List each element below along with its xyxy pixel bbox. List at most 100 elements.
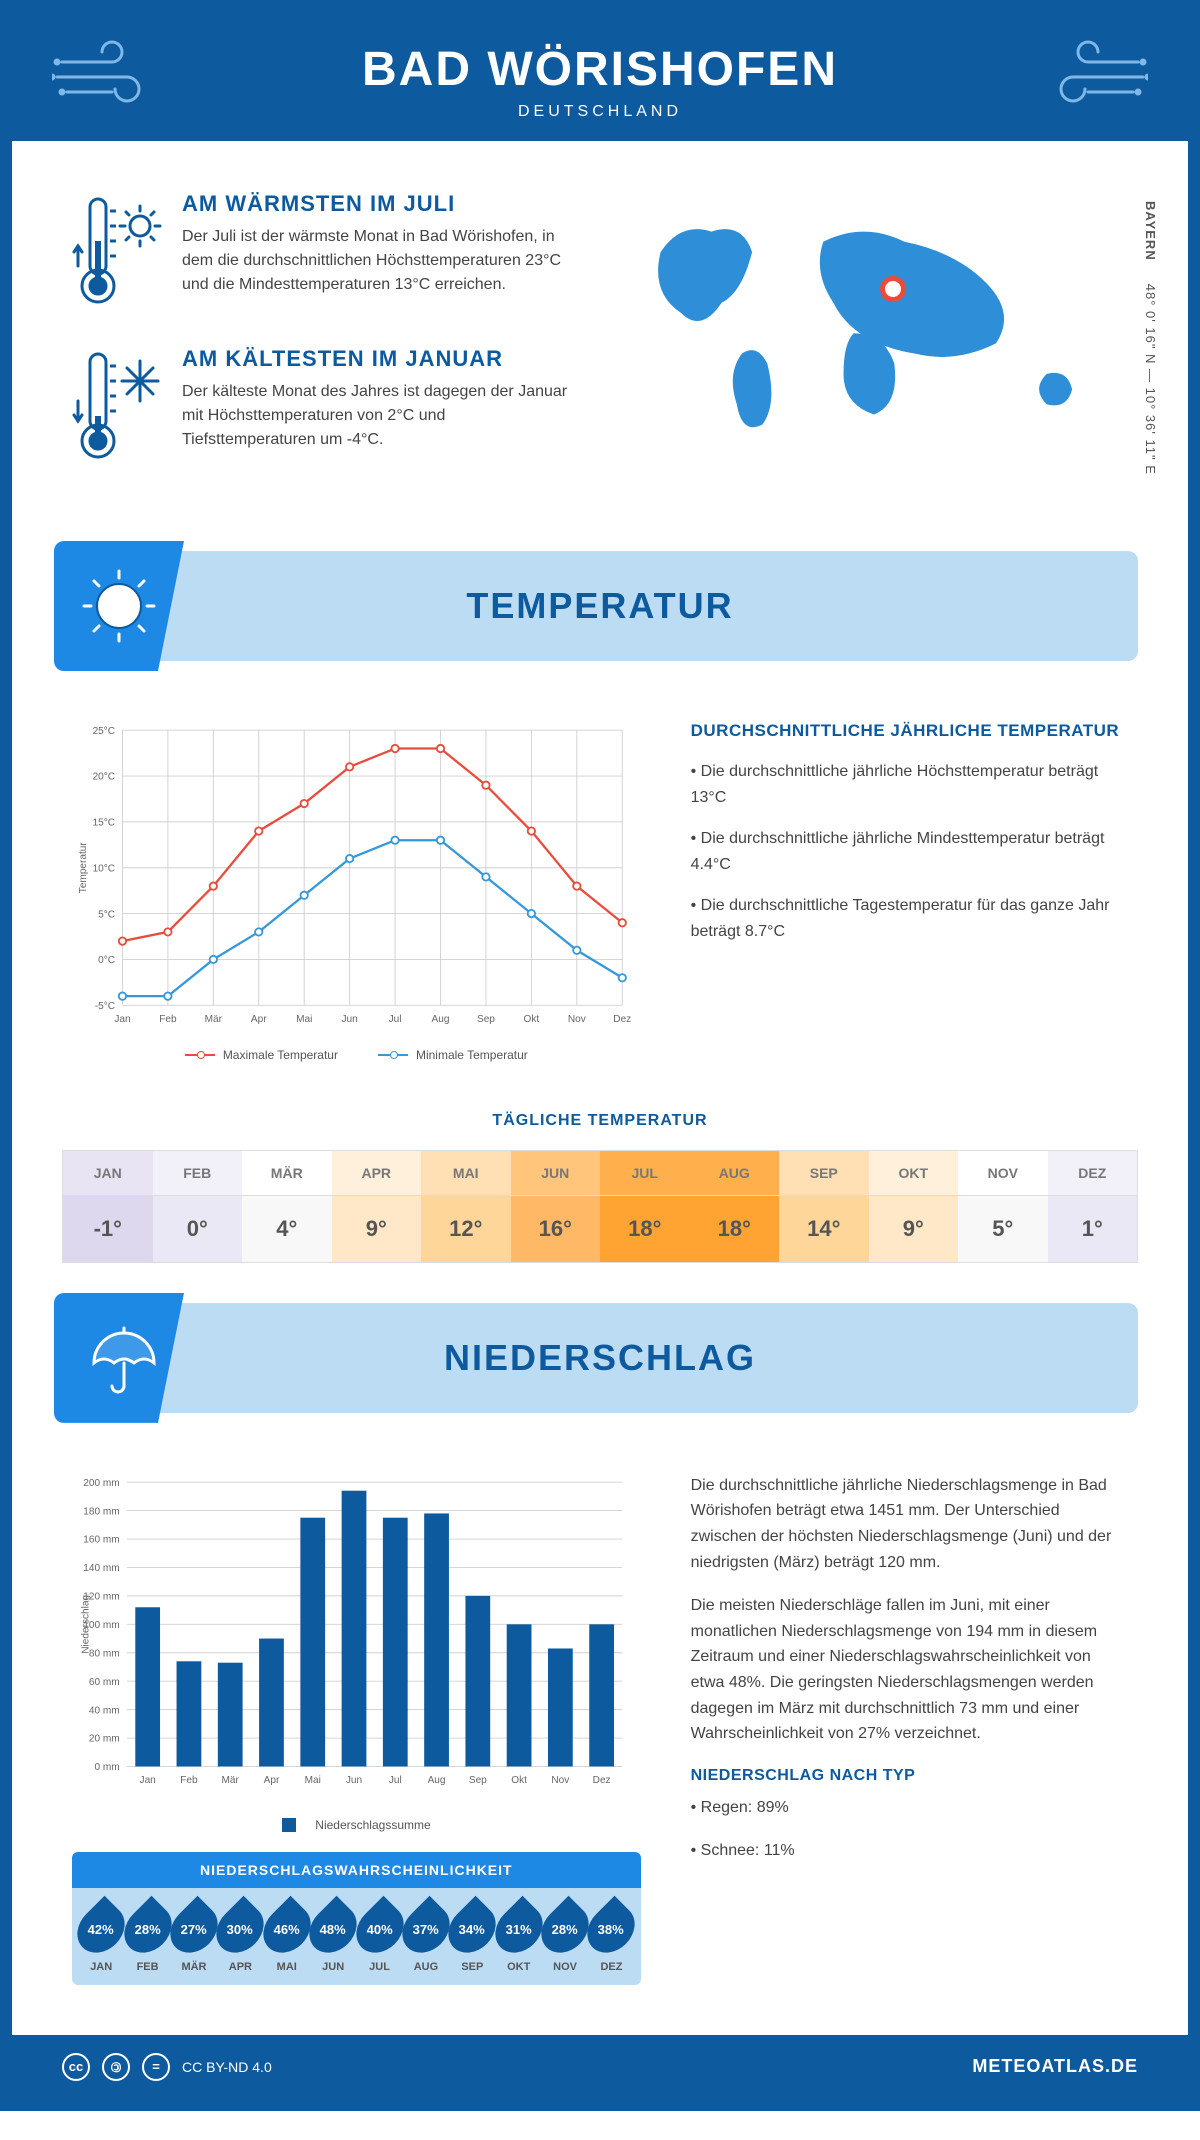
svg-text:15°C: 15°C xyxy=(93,818,116,829)
precip-prob-cell: 38%DEZ xyxy=(590,1903,632,1973)
svg-text:Mär: Mär xyxy=(222,1775,240,1786)
daily-temp-cell: SEP14° xyxy=(779,1151,869,1262)
precip-prob-cell: 30%APR xyxy=(219,1903,261,1973)
intro-section: AM WÄRMSTEN IM JULI Der Juli ist der wär… xyxy=(12,141,1188,531)
svg-text:Jul: Jul xyxy=(389,1775,402,1786)
precipitation-title: NIEDERSCHLAG xyxy=(62,1337,1138,1379)
coldest-text: Der kälteste Monat des Jahres ist dagege… xyxy=(182,380,580,452)
thermometer-hot-icon xyxy=(72,191,162,311)
footer-site: METEOATLAS.DE xyxy=(972,2056,1138,2077)
coldest-title: AM KÄLTESTEN IM JANUAR xyxy=(182,346,580,372)
svg-text:Temperatur: Temperatur xyxy=(78,842,89,894)
precip-prob-cell: 37%AUG xyxy=(405,1903,447,1973)
svg-text:Nov: Nov xyxy=(551,1775,569,1786)
svg-text:25°C: 25°C xyxy=(93,726,116,737)
intro-text-column: AM WÄRMSTEN IM JULI Der Juli ist der wär… xyxy=(72,191,580,501)
precipitation-bar-chart: 0 mm20 mm40 mm60 mm80 mm100 mm120 mm140 … xyxy=(72,1473,641,1803)
daily-temp-cell: FEB0° xyxy=(153,1151,243,1262)
precip-type-title: NIEDERSCHLAG NACH TYP xyxy=(691,1767,1128,1785)
precipitation-left-column: 0 mm20 mm40 mm60 mm80 mm100 mm120 mm140 … xyxy=(72,1473,641,1985)
svg-text:Jun: Jun xyxy=(342,1014,358,1025)
svg-text:Apr: Apr xyxy=(264,1775,280,1786)
warmest-text: Der Juli ist der wärmste Monat in Bad Wö… xyxy=(182,225,580,297)
world-map-icon xyxy=(620,191,1128,445)
cc-icon: cc xyxy=(62,2053,90,2081)
daily-temp-cell: DEZ1° xyxy=(1048,1151,1138,1262)
umbrella-icon-box xyxy=(54,1293,184,1423)
temperature-title: TEMPERATUR xyxy=(62,585,1138,627)
svg-text:Niederschlag: Niederschlag xyxy=(81,1595,92,1654)
temperature-section-header: TEMPERATUR xyxy=(62,551,1138,661)
daily-temp-cell: MAI12° xyxy=(421,1151,511,1262)
precip-prob-cell: 28%FEB xyxy=(126,1903,168,1973)
by-icon: 🄯 xyxy=(102,2053,130,2081)
precipitation-legend: Niederschlagssumme xyxy=(72,1818,641,1832)
thermometer-cold-icon xyxy=(72,346,162,466)
svg-text:160 mm: 160 mm xyxy=(83,1535,119,1546)
precip-prob-cell: 28%NOV xyxy=(544,1903,586,1973)
map-column: BAYERN 48° 0' 16" N — 10° 36' 11" E xyxy=(620,191,1128,501)
svg-text:0°C: 0°C xyxy=(98,955,115,966)
precipitation-text-column: Die durchschnittliche jährliche Niedersc… xyxy=(691,1473,1128,1985)
daily-temp-cell: APR9° xyxy=(332,1151,422,1262)
svg-text:Dez: Dez xyxy=(593,1775,611,1786)
svg-text:Jan: Jan xyxy=(140,1775,156,1786)
svg-text:180 mm: 180 mm xyxy=(83,1506,119,1517)
precip-type-1: • Regen: 89% xyxy=(691,1795,1128,1821)
daily-temp-cell: JUN16° xyxy=(511,1151,601,1262)
svg-text:10°C: 10°C xyxy=(93,863,116,874)
svg-text:Jun: Jun xyxy=(346,1775,362,1786)
precipitation-section-header: NIEDERSCHLAG xyxy=(62,1303,1138,1413)
svg-text:Nov: Nov xyxy=(568,1014,586,1025)
precip-prob-cell: 34%SEP xyxy=(451,1903,493,1973)
legend-max: Maximale Temperatur xyxy=(223,1048,338,1062)
precip-paragraph-1: Die durchschnittliche jährliche Niedersc… xyxy=(691,1473,1128,1575)
precip-prob-cell: 31%OKT xyxy=(498,1903,540,1973)
svg-text:Sep: Sep xyxy=(477,1014,495,1025)
location-marker-icon xyxy=(880,276,906,302)
svg-text:Jul: Jul xyxy=(389,1014,402,1025)
header-banner: BAD WÖRISHOFEN DEUTSCHLAND xyxy=(12,12,1188,141)
precip-paragraph-2: Die meisten Niederschläge fallen im Juni… xyxy=(691,1593,1128,1747)
svg-text:20 mm: 20 mm xyxy=(89,1734,120,1745)
svg-text:Mär: Mär xyxy=(205,1014,223,1025)
precip-prob-cell: 42%JAN xyxy=(80,1903,122,1973)
svg-text:Aug: Aug xyxy=(432,1014,450,1025)
daily-temp-cell: NOV5° xyxy=(958,1151,1048,1262)
svg-text:Mai: Mai xyxy=(305,1775,321,1786)
warmest-title: AM WÄRMSTEN IM JULI xyxy=(182,191,580,217)
temp-info-title: DURCHSCHNITTLICHE JÄHRLICHE TEMPERATUR xyxy=(691,721,1128,741)
precip-type-2: • Schnee: 11% xyxy=(691,1838,1128,1864)
temp-bullet-1: • Die durchschnittliche jährliche Höchst… xyxy=(691,759,1128,810)
page: BAD WÖRISHOFEN DEUTSCHLAND xyxy=(0,0,1200,2111)
coldest-block: AM KÄLTESTEN IM JANUAR Der kälteste Mona… xyxy=(72,346,580,466)
precip-prob-cell: 48%JUN xyxy=(312,1903,354,1973)
daily-temp-cell: JAN-1° xyxy=(63,1151,153,1262)
svg-text:0 mm: 0 mm xyxy=(94,1762,119,1773)
svg-text:140 mm: 140 mm xyxy=(83,1563,119,1574)
city-title: BAD WÖRISHOFEN xyxy=(32,42,1168,97)
coords-text: 48° 0' 16" N — 10° 36' 11" E xyxy=(1143,284,1158,475)
daily-temp-cell: AUG18° xyxy=(690,1151,780,1262)
wind-icon-right xyxy=(1028,37,1148,117)
daily-temp-table: JAN-1°FEB0°MÄR4°APR9°MAI12°JUN16°JUL18°A… xyxy=(62,1150,1138,1263)
svg-text:Feb: Feb xyxy=(159,1014,177,1025)
svg-text:40 mm: 40 mm xyxy=(89,1705,120,1716)
precip-probability-title: NIEDERSCHLAGSWAHRSCHEINLICHKEIT xyxy=(72,1852,641,1888)
svg-text:200 mm: 200 mm xyxy=(83,1478,119,1489)
footer-license: cc 🄯 = CC BY-ND 4.0 xyxy=(62,2053,272,2081)
svg-text:Apr: Apr xyxy=(251,1014,267,1025)
temperature-info: DURCHSCHNITTLICHE JÄHRLICHE TEMPERATUR •… xyxy=(691,721,1128,1062)
svg-text:Jan: Jan xyxy=(114,1014,130,1025)
svg-text:Okt: Okt xyxy=(511,1775,527,1786)
daily-temp-title: TÄGLICHE TEMPERATUR xyxy=(12,1112,1188,1130)
wind-icon-left xyxy=(52,37,172,117)
svg-text:Mai: Mai xyxy=(296,1014,312,1025)
legend-min: Minimale Temperatur xyxy=(416,1048,528,1062)
svg-text:80 mm: 80 mm xyxy=(89,1648,120,1659)
sun-icon xyxy=(79,566,159,646)
footer: cc 🄯 = CC BY-ND 4.0 METEOATLAS.DE xyxy=(12,2035,1188,2099)
daily-temp-cell: JUL18° xyxy=(600,1151,690,1262)
temperature-legend: Maximale Temperatur Minimale Temperatur xyxy=(72,1048,641,1062)
temp-bullet-2: • Die durchschnittliche jährliche Mindes… xyxy=(691,826,1128,877)
